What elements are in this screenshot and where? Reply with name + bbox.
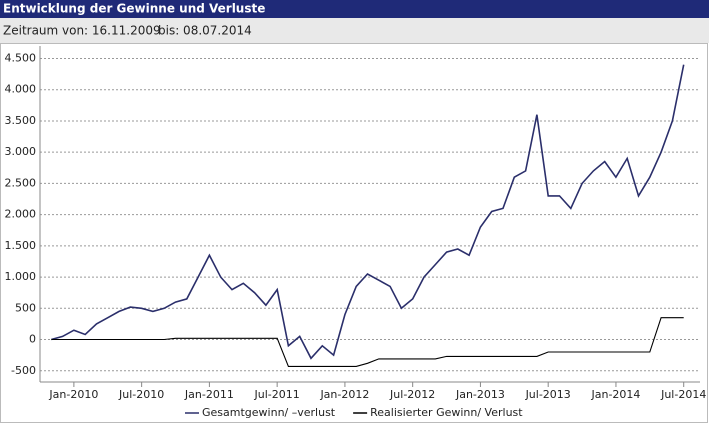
chart-frame — [0, 43, 708, 423]
y-tick-label: 1.000 — [5, 270, 37, 283]
y-tick-label: 500 — [15, 301, 36, 314]
x-tick-label: Jul-2012 — [389, 388, 435, 401]
legend-label: Gesamtgewinn/ –verlust — [202, 406, 336, 419]
y-tick-label: 3.500 — [5, 114, 37, 127]
y-tick-label: 4.000 — [5, 83, 37, 96]
period-to: bis: 08.07.2014 — [158, 24, 252, 38]
y-tick-label: 3.000 — [5, 145, 37, 158]
y-tick-label: 2.000 — [5, 208, 37, 221]
y-tick-label: 4.500 — [5, 51, 37, 64]
period-from: von: 16.11.2009 — [62, 24, 161, 38]
x-tick-label: Jul-2013 — [525, 388, 571, 401]
y-tick-label: -500 — [11, 364, 36, 377]
x-tick-label: Jan-2013 — [455, 388, 505, 401]
series-line — [51, 64, 685, 360]
period-label: Zeitraum — [3, 24, 58, 38]
x-tick-label: Jan-2012 — [319, 388, 369, 401]
period-bar — [0, 18, 709, 43]
y-tick-label: 2.500 — [5, 176, 37, 189]
series-line — [51, 317, 684, 367]
x-tick-label: Jul-2010 — [118, 388, 164, 401]
header-title: Entwicklung der Gewinne und Verluste — [3, 2, 265, 16]
y-tick-label: 0 — [29, 333, 36, 346]
x-tick-label: Jan-2011 — [184, 388, 234, 401]
header-bar — [0, 0, 709, 18]
x-tick-label: Jul-2011 — [254, 388, 300, 401]
x-tick-label: Jan-2010 — [48, 388, 98, 401]
x-tick-label: Jan-2014 — [590, 388, 640, 401]
y-tick-label: 1.500 — [5, 239, 37, 252]
x-tick-label: Jul-2014 — [660, 388, 706, 401]
legend-label: Realisierter Gewinn/ Verlust — [370, 406, 523, 419]
